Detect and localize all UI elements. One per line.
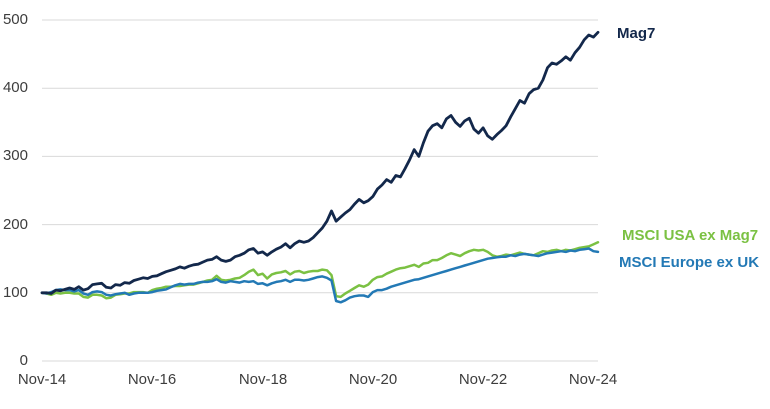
series-label-msci-europe-ex-uk: MSCI Europe ex UK (619, 254, 760, 271)
x-tick-label-nov24: Nov-24 (568, 371, 618, 388)
x-tick-label-nov14: Nov-14 (17, 371, 67, 388)
msci-europe-ex-uk-line (40, 247, 600, 304)
x-tick-label-nov20: Nov-20 (348, 371, 398, 388)
y-tick-label-500: 500 (2, 11, 28, 28)
series-label-mag7: Mag7 (617, 25, 656, 42)
gridlines (42, 19, 598, 362)
x-tick-label-nov18: Nov-18 (238, 371, 288, 388)
y-tick-label-300: 300 (2, 147, 28, 164)
msci-usa-ex-mag7-line (40, 241, 600, 300)
y-tick-label-100: 100 (2, 284, 28, 301)
x-tick-label-nov22: Nov-22 (458, 371, 508, 388)
y-tick-label-200: 200 (2, 216, 28, 233)
y-tick-label-0: 0 (19, 352, 28, 369)
x-tick-label-nov16: Nov-16 (127, 371, 177, 388)
mag7-line (40, 30, 600, 295)
y-tick-label-400: 400 (2, 79, 28, 96)
series-label-msci-usa-ex-mag7: MSCI USA ex Mag7 (622, 227, 759, 244)
series-lines (40, 30, 600, 304)
